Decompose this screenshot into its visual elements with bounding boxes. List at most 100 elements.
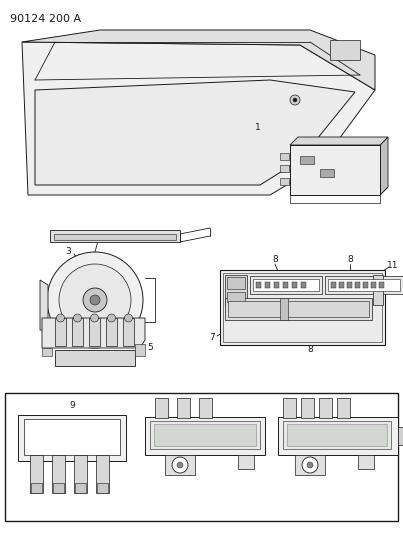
Bar <box>373 275 383 305</box>
Bar <box>292 282 297 288</box>
Bar <box>253 279 319 291</box>
Bar <box>290 145 380 195</box>
Bar <box>280 178 289 185</box>
Polygon shape <box>290 137 388 145</box>
Circle shape <box>290 95 300 105</box>
Circle shape <box>59 264 131 336</box>
Text: 8: 8 <box>272 255 278 264</box>
Polygon shape <box>22 30 375 90</box>
Bar <box>97 483 108 493</box>
Bar <box>379 282 384 288</box>
Bar <box>96 455 109 493</box>
Bar <box>347 282 352 288</box>
Bar <box>145 417 265 455</box>
Bar <box>283 421 391 449</box>
Text: 5: 5 <box>147 343 153 352</box>
Polygon shape <box>35 80 355 185</box>
Bar <box>18 415 126 461</box>
Circle shape <box>90 295 100 305</box>
Text: 6: 6 <box>372 171 378 180</box>
Bar <box>52 455 65 493</box>
Bar <box>283 398 296 418</box>
Bar <box>280 298 288 320</box>
Text: 3: 3 <box>65 247 71 256</box>
Bar <box>331 282 336 288</box>
Text: 4: 4 <box>337 399 343 408</box>
Bar <box>398 427 403 445</box>
Circle shape <box>83 288 107 312</box>
Bar <box>223 273 382 342</box>
Text: 1: 1 <box>255 124 261 133</box>
Bar <box>135 344 145 356</box>
Text: 10: 10 <box>201 399 213 408</box>
Bar <box>50 230 180 242</box>
Bar <box>287 424 387 446</box>
Bar <box>283 282 288 288</box>
Bar <box>363 282 368 288</box>
Text: PANEL: PANEL <box>249 309 266 313</box>
Bar <box>250 276 322 294</box>
Bar <box>177 398 190 418</box>
Bar <box>319 398 332 418</box>
Bar <box>24 419 120 455</box>
Bar <box>54 234 176 240</box>
Bar <box>154 424 256 446</box>
Polygon shape <box>290 187 388 195</box>
Polygon shape <box>22 42 375 195</box>
Bar <box>199 398 212 418</box>
Bar <box>165 455 195 475</box>
Bar <box>55 350 135 366</box>
Bar <box>295 455 325 475</box>
Polygon shape <box>42 318 145 348</box>
Bar <box>301 398 314 418</box>
Circle shape <box>125 314 133 322</box>
Bar <box>220 270 385 345</box>
Bar <box>280 165 289 172</box>
Bar <box>238 455 254 469</box>
Bar <box>320 169 334 177</box>
Circle shape <box>91 314 98 322</box>
Circle shape <box>293 98 297 102</box>
Bar <box>256 282 261 288</box>
Text: 8: 8 <box>347 255 353 264</box>
Circle shape <box>302 457 318 473</box>
Bar <box>325 276 403 294</box>
Text: 11: 11 <box>387 261 399 270</box>
Text: 2: 2 <box>95 233 101 243</box>
Polygon shape <box>40 280 75 335</box>
Polygon shape <box>380 137 388 195</box>
Bar <box>330 40 360 60</box>
Bar <box>301 282 306 288</box>
Bar <box>225 275 247 305</box>
Bar <box>53 483 64 493</box>
Bar <box>278 417 398 455</box>
Bar <box>72 318 83 346</box>
Text: 8: 8 <box>307 345 313 354</box>
Bar <box>328 279 400 291</box>
Bar <box>228 301 369 317</box>
Bar <box>31 483 42 493</box>
Text: 90124 200 A: 90124 200 A <box>10 14 81 24</box>
Bar <box>227 292 245 302</box>
Bar <box>225 298 372 320</box>
Bar <box>74 455 87 493</box>
Bar <box>274 282 279 288</box>
Bar <box>265 282 270 288</box>
Bar <box>337 398 350 418</box>
Bar <box>358 455 374 469</box>
Bar <box>227 277 245 289</box>
Bar <box>371 282 376 288</box>
Bar <box>355 282 360 288</box>
Bar <box>339 282 344 288</box>
Text: 9: 9 <box>69 400 75 409</box>
Text: BI-LEV: BI-LEV <box>294 309 312 313</box>
Bar <box>30 455 43 493</box>
Bar <box>300 156 314 164</box>
Text: 7: 7 <box>209 334 215 343</box>
Circle shape <box>56 314 64 322</box>
Circle shape <box>177 462 183 468</box>
Bar <box>150 421 260 449</box>
Circle shape <box>73 314 81 322</box>
Text: FLOOR: FLOOR <box>333 309 351 313</box>
Bar <box>106 318 117 346</box>
